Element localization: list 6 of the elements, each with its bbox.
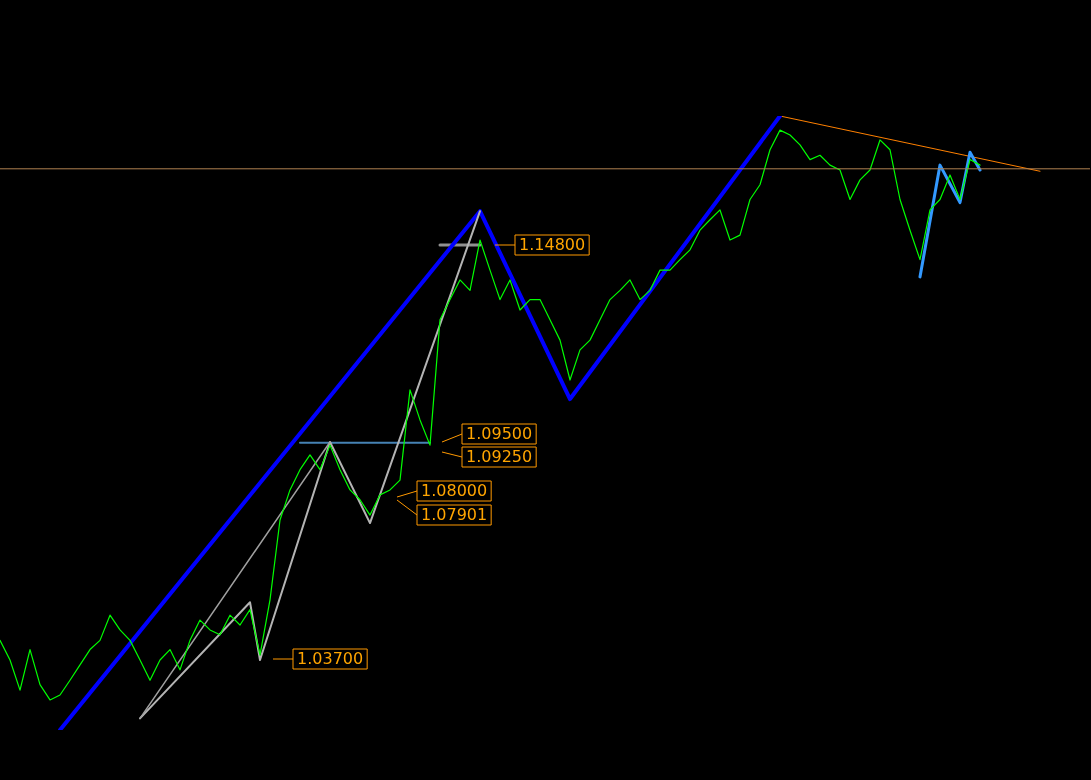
- annotation: 1.07901: [421, 505, 488, 525]
- annotation: 1.14800: [519, 235, 586, 255]
- annotation: 1.08000: [421, 481, 488, 501]
- annotation: 1.09500: [466, 424, 533, 444]
- annotation: 1.09250: [466, 447, 533, 467]
- annotation: 1.03700: [297, 649, 364, 669]
